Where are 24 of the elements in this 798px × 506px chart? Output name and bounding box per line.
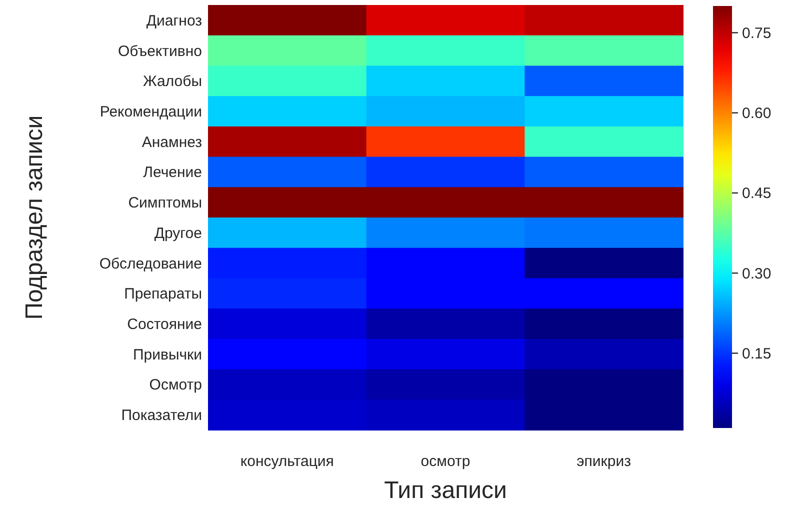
y-tick-label: Объективно [118,42,202,60]
y-tick-label: Другое [154,224,202,242]
y-tick-label: Жалобы [143,73,202,90]
color-bar-label: 0.75 [742,24,772,42]
y-tick-label: Состояние [127,316,202,333]
y-tick-label: Осмотр [149,376,202,394]
y-tick-label: Рекомендации [100,104,202,120]
y-tick-label: Привычки [132,346,202,364]
y-tick-label: Симптомы [128,194,202,212]
y-axis-title: Подраздел записи [21,115,48,320]
color-bar-label: 0.60 [742,105,772,122]
y-tick-label: Обследование [99,255,202,272]
x-tick-label: осмотр [420,453,470,470]
color-bar-label: 0.45 [742,185,772,202]
x-tick-label: консультация [240,453,334,470]
x-tick-label: эпикриз [576,453,632,470]
y-tick-label: Анамнез [142,134,202,151]
y-tick-label: Показатели [121,407,202,424]
x-axis-title: Тип записи [384,477,507,504]
y-tick-label: Лечение [143,164,202,182]
y-tick-label: Препараты [124,286,202,303]
y-tick-label: Диагноз [146,12,202,30]
color-bar-label: 0.30 [742,265,772,282]
color-bar-label: 0.15 [742,345,772,362]
